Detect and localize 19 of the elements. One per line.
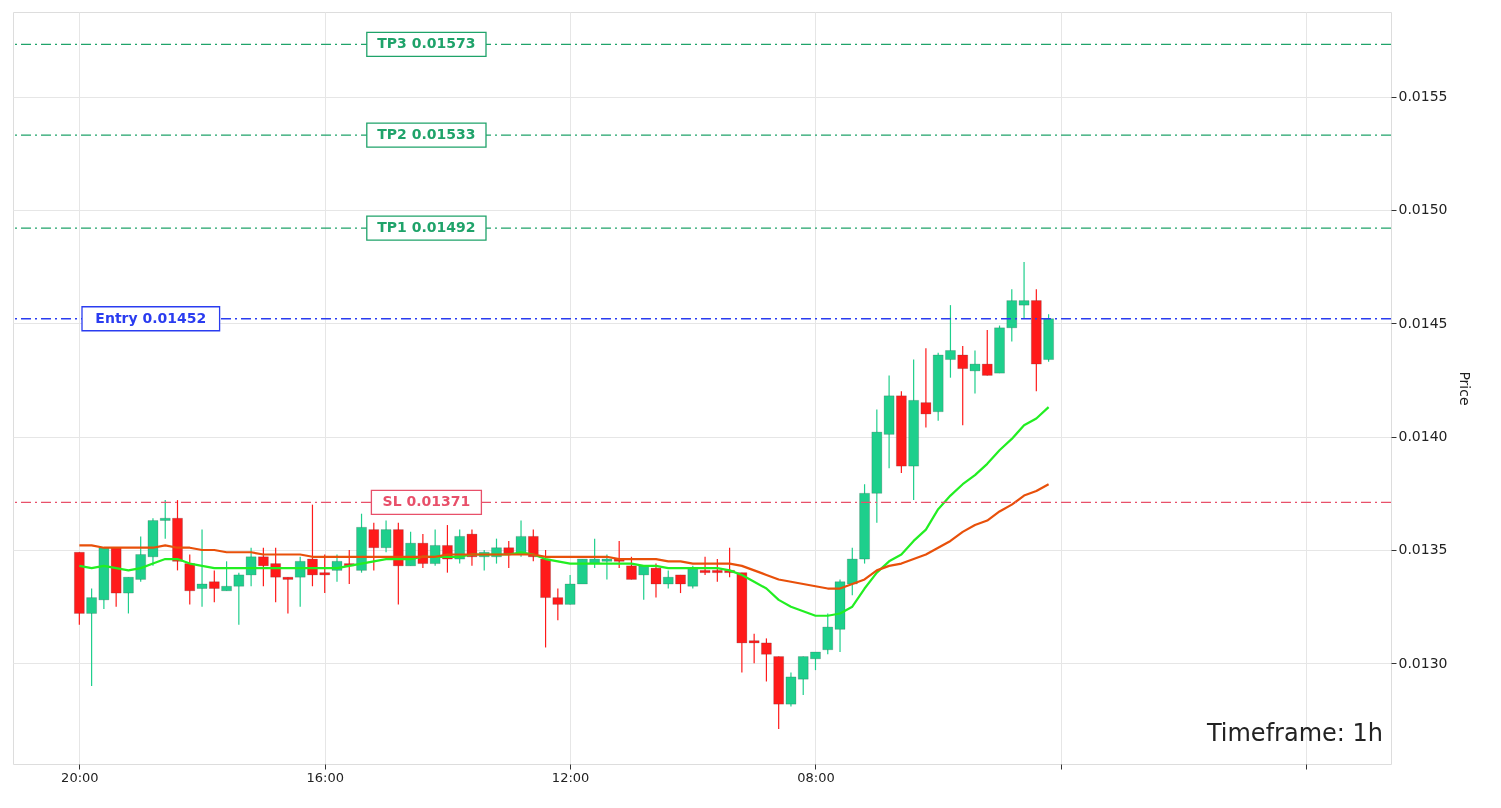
y-tick-label: 0.0135 xyxy=(1398,541,1448,558)
ref-line-label: Entry 0.01452 xyxy=(95,309,207,326)
ref-line-label: TP1 0.01492 xyxy=(377,219,476,236)
y-axis-title: Price xyxy=(1457,371,1474,406)
y-tick-label: 0.0150 xyxy=(1398,201,1448,218)
line-series xyxy=(78,406,1050,617)
line-series xyxy=(78,483,1050,590)
x-tick-label: 12:00 xyxy=(551,769,590,785)
ref-line-label: SL 0.01371 xyxy=(382,493,471,510)
y-tick-label: 0.0145 xyxy=(1398,314,1448,331)
y-tick-label: 0.0140 xyxy=(1398,428,1448,445)
x-tick-label: 08:00 xyxy=(797,769,835,785)
ref-line-label: TP2 0.01533 xyxy=(377,126,476,143)
ref-line-label: TP3 0.01573 xyxy=(377,35,476,52)
y-tick-label: 0.0130 xyxy=(1398,654,1448,671)
x-tick-label: 16:00 xyxy=(306,769,344,785)
annotation: Timeframe: 1h xyxy=(1205,719,1383,747)
x-tick-label: 20:00 xyxy=(61,769,99,785)
y-tick-label: 0.0155 xyxy=(1398,88,1448,105)
